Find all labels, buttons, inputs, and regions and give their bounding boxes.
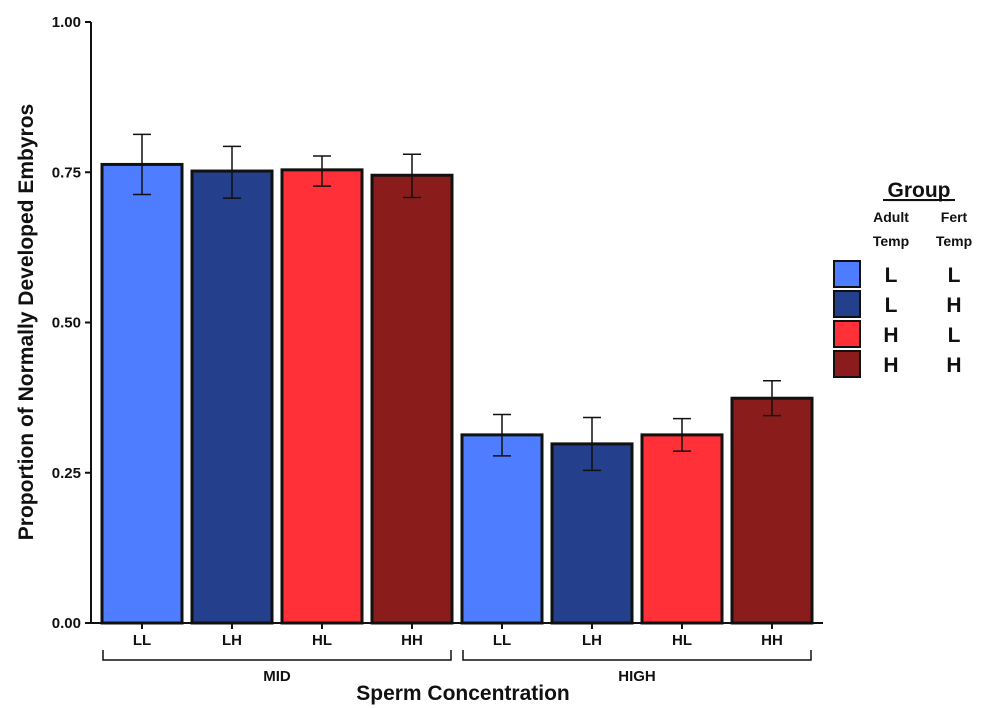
y-tick-label: 0.50	[52, 315, 81, 332]
y-tick-label: 1.00	[52, 14, 81, 31]
legend-header-fert-temp: Temp	[936, 233, 972, 249]
bars-layer	[100, 162, 814, 625]
group-label-high: HIGH	[618, 668, 656, 685]
x-axis-title: Sperm Concentration	[356, 682, 570, 705]
bar-high-hh	[730, 396, 814, 625]
legend-fert-code: H	[946, 354, 961, 377]
x-tick-label: HL	[672, 632, 692, 649]
legend-adult-code: L	[885, 294, 898, 317]
legend: Group Adult Temp Fert Temp L LL HH LH H	[833, 179, 972, 378]
legend-fert-code: L	[948, 264, 961, 287]
error-bars-layer	[133, 133, 781, 472]
x-tick-label: LH	[582, 632, 602, 649]
legend-adult-code: H	[883, 354, 898, 377]
x-tick-label: HL	[312, 632, 332, 649]
y-ticks-layer: 0.00 0.25 0.50 0.75 1.00	[52, 14, 91, 632]
bar-mid-ll	[100, 162, 184, 625]
legend-fert-code: H	[946, 294, 961, 317]
legend-header-adult: Adult	[873, 209, 909, 225]
legend-header-adult-temp: Temp	[873, 233, 909, 249]
legend-swatch-lh	[833, 290, 861, 318]
bar-high-lh	[550, 442, 634, 625]
legend-swatch-hl	[833, 320, 861, 348]
x-tick-label: HH	[401, 632, 423, 649]
group-bracket-high	[462, 650, 812, 661]
legend-adult-code: H	[883, 324, 898, 347]
legend-swatch-ll	[833, 260, 861, 288]
y-axis-title: Proportion of Normally Developed Embyros	[15, 104, 38, 540]
x-tick-label: LL	[133, 632, 151, 649]
x-ticks-layer: LL LH HL HH LL LH HL HH	[133, 623, 783, 649]
x-tick-label: HH	[761, 632, 783, 649]
bar-mid-lh	[190, 169, 274, 625]
legend-adult-code: L	[885, 264, 898, 287]
legend-header-fert: Fert	[941, 209, 968, 225]
bar-high-ll	[460, 433, 544, 625]
bar-mid-hl	[280, 168, 364, 625]
bar-mid-hh	[370, 173, 454, 625]
x-tick-label: LH	[222, 632, 242, 649]
legend-entries: L LL HH LH H	[833, 260, 962, 378]
bar-high-hl	[640, 433, 724, 625]
y-tick-label: 0.00	[52, 615, 81, 632]
y-tick-label: 0.25	[52, 465, 81, 482]
group-bracket-mid	[102, 650, 452, 661]
legend-fert-code: L	[948, 324, 961, 347]
x-tick-label: LL	[493, 632, 511, 649]
group-label-mid: MID	[263, 668, 291, 685]
legend-swatch-hh	[833, 350, 861, 378]
y-tick-label: 0.75	[52, 164, 81, 181]
group-brackets-layer: MID HIGH	[102, 650, 812, 685]
legend-title: Group	[888, 179, 951, 202]
